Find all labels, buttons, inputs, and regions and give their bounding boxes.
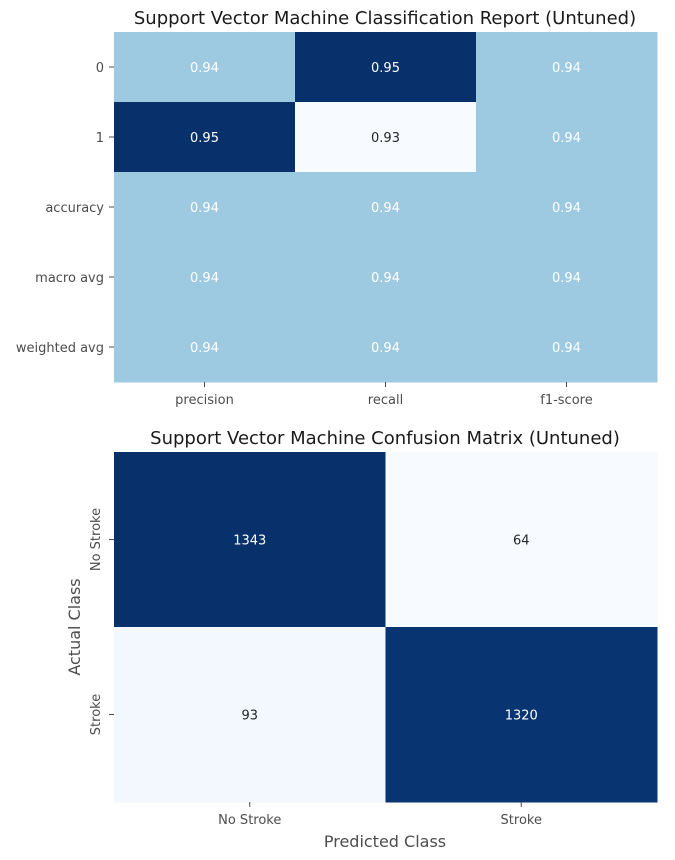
cell-value-label: 0.94 bbox=[371, 201, 400, 216]
cm-title: Support Vector Machine Confusion Matrix … bbox=[150, 428, 620, 449]
cell-value-label: 0.94 bbox=[552, 61, 581, 76]
x-tick-label: No Stroke bbox=[218, 813, 281, 828]
heatmap-cell bbox=[385, 452, 658, 628]
cell-value-label: 0.94 bbox=[552, 341, 581, 356]
x-tick-label: f1-score bbox=[540, 393, 592, 408]
y-tick-label: 0 bbox=[96, 61, 104, 76]
confusion-matrix-heatmap: Support Vector Machine Confusion Matrix … bbox=[65, 428, 658, 851]
heatmap-cell bbox=[114, 242, 296, 313]
x-tick-label: Stroke bbox=[501, 813, 542, 828]
report-title: Support Vector Machine Classification Re… bbox=[134, 8, 636, 29]
cell-value-label: 1320 bbox=[505, 709, 538, 724]
heatmap-cell bbox=[476, 172, 658, 243]
cell-value-label: 0.94 bbox=[371, 271, 400, 286]
heatmap-cell bbox=[476, 242, 658, 313]
heatmap-cell bbox=[295, 172, 477, 243]
cell-value-label: 64 bbox=[513, 534, 530, 549]
classification-report-heatmap: Support Vector Machine Classification Re… bbox=[16, 8, 658, 408]
cell-value-label: 0.94 bbox=[190, 341, 219, 356]
cell-value-label: 0.93 bbox=[371, 131, 400, 146]
heatmap-cell bbox=[114, 102, 296, 173]
y-tick-label: weighted avg bbox=[16, 341, 104, 356]
heatmap-cell bbox=[295, 102, 477, 173]
heatmap-cell bbox=[476, 32, 658, 103]
heatmap-cell bbox=[114, 172, 296, 243]
y-tick-label: Stroke bbox=[89, 694, 104, 735]
cell-value-label: 0.95 bbox=[371, 61, 400, 76]
heatmap-cell bbox=[476, 312, 658, 383]
y-tick-label: macro avg bbox=[35, 271, 104, 286]
heatmap-cell bbox=[385, 627, 658, 803]
cm-x-axis-label: Predicted Class bbox=[324, 832, 446, 851]
cell-value-label: 0.94 bbox=[552, 131, 581, 146]
y-tick-label: 1 bbox=[96, 131, 104, 146]
cell-value-label: 0.94 bbox=[552, 201, 581, 216]
y-tick-label: No Stroke bbox=[89, 508, 104, 571]
x-tick-label: precision bbox=[175, 393, 234, 408]
heatmap-cell bbox=[476, 102, 658, 173]
heatmap-cell bbox=[114, 452, 386, 628]
heatmap-cell bbox=[295, 32, 477, 103]
heatmap-cell bbox=[295, 312, 477, 383]
cell-value-label: 0.95 bbox=[190, 131, 219, 146]
cell-value-label: 0.94 bbox=[190, 201, 219, 216]
heatmap-cell bbox=[114, 312, 296, 383]
heatmap-cell bbox=[114, 32, 296, 103]
heatmap-cell bbox=[114, 627, 386, 803]
x-tick-label: recall bbox=[368, 393, 403, 408]
cm-y-axis-label: Actual Class bbox=[65, 578, 84, 675]
cell-value-label: 1343 bbox=[233, 534, 266, 549]
cell-value-label: 0.94 bbox=[190, 271, 219, 286]
y-tick-label: accuracy bbox=[45, 201, 104, 216]
cell-value-label: 0.94 bbox=[552, 271, 581, 286]
cell-value-label: 0.94 bbox=[371, 341, 400, 356]
cell-value-label: 93 bbox=[241, 709, 258, 724]
cell-value-label: 0.94 bbox=[190, 61, 219, 76]
heatmap-cell bbox=[295, 242, 477, 313]
